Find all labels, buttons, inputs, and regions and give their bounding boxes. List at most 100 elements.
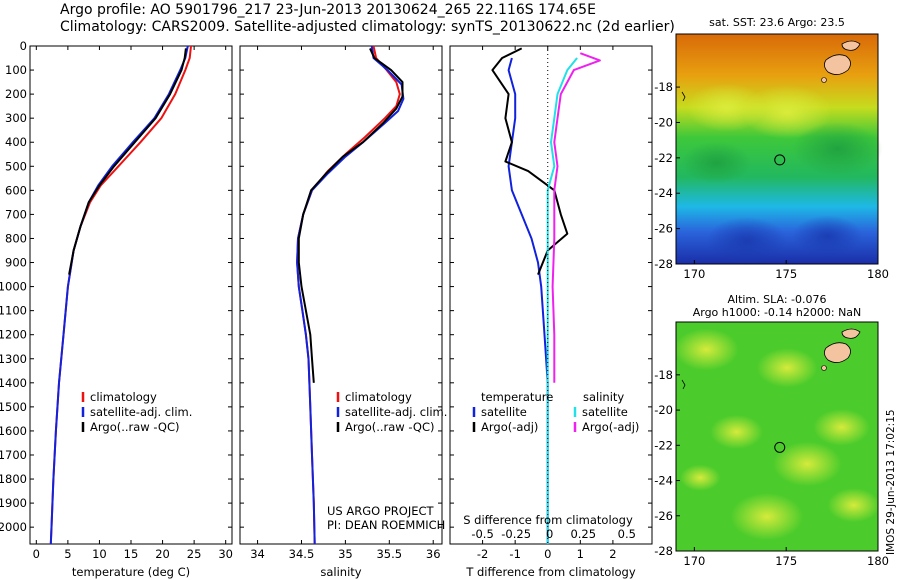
legend-label-clim: climatology <box>90 390 157 404</box>
sla-field-patch <box>757 348 818 388</box>
imos-timestamp: IMOS 29-Jun-2013 17:02:15 <box>885 409 897 555</box>
y-tick-label: 1700 <box>0 448 27 462</box>
sdiff-axis-label: S difference from climatology <box>463 513 633 527</box>
salinity-profile-xtick-label: 35 <box>338 547 353 561</box>
difference-profile-xtick-label: 1 <box>577 547 584 561</box>
map-ytick-label: -20 <box>654 115 673 129</box>
y-tick-label: 200 <box>5 87 27 101</box>
y-tick-label: 800 <box>5 231 27 245</box>
difference-profile-xtick-label: 2 <box>609 547 616 561</box>
salinity-profile-xtick-label: 34 <box>250 547 265 561</box>
sla-field-patch <box>827 488 880 523</box>
sla-field-patch <box>710 415 763 449</box>
legend-label-argo_s: Argo(-adj) <box>582 420 639 434</box>
map-ytick-label: -18 <box>654 80 673 94</box>
credit-line-2: PI: DEAN ROEMMICH <box>327 518 446 532</box>
sla-field-patch <box>730 493 803 541</box>
legend-label-argo: Argo(..raw -QC) <box>90 420 180 434</box>
map-xtick-label: 170 <box>683 554 705 568</box>
fiji-island-icon <box>824 54 851 75</box>
map-ytick-label: -24 <box>654 474 673 488</box>
difference-profile-xtick-label: 0 <box>544 547 551 561</box>
sla-field-patch <box>680 464 721 491</box>
difference-profile-series-salinity-argo-adj- <box>551 52 601 383</box>
y-tick-label: 1900 <box>0 496 27 510</box>
map-ytick-label: -24 <box>654 186 673 200</box>
y-tick-label: 300 <box>5 111 27 125</box>
sst-field-patch <box>681 141 752 184</box>
map-xtick-label: 175 <box>775 267 797 281</box>
difference-profile-axes-box <box>449 45 653 545</box>
salinity-profile-xlabel: salinity <box>320 565 361 579</box>
map-ytick-label: -26 <box>654 509 673 523</box>
sdiff-tick-label: -0.5 <box>471 527 493 541</box>
sdiff-tick-label: 0 <box>546 527 553 541</box>
fiji-island-icon <box>824 342 851 363</box>
legend-label-sat: satellite-adj. clim. <box>90 405 192 419</box>
temperature-profile-series-argo-raw-qc- <box>68 48 187 275</box>
y-tick-label: 500 <box>5 159 27 173</box>
temperature-profile-xtick-label: 30 <box>218 547 233 561</box>
temperature-profile-xtick-label: 10 <box>92 547 107 561</box>
legend-label-argo_t: Argo(-adj) <box>481 420 538 434</box>
salinity-profile-series-argo-raw-qc- <box>297 47 404 383</box>
fiji-island-icon <box>841 328 861 339</box>
y-tick-label: 1500 <box>0 400 27 414</box>
sla-field-patch <box>674 328 739 371</box>
temperature-profile-axes-box <box>29 45 233 545</box>
legend-temperature-heading: temperature <box>481 390 553 404</box>
map-ytick-label: -18 <box>654 368 673 382</box>
y-tick-label: 0 <box>20 39 27 53</box>
difference-profile-series-temperature-argo-adj- <box>491 47 569 275</box>
sdiff-tick-label: -0.25 <box>501 527 531 541</box>
map-xtick-label: 180 <box>867 267 889 281</box>
temperature-profile-xlabel: temperature (deg C) <box>72 565 190 579</box>
island-icon <box>821 77 827 83</box>
map-frame <box>675 33 879 265</box>
credit-line-1: US ARGO PROJECT <box>327 504 434 518</box>
temperature-profile-xtick-label: 20 <box>155 547 170 561</box>
sst-field-patch <box>706 217 787 265</box>
island-outline-icon <box>681 91 686 102</box>
salinity-profile-axes-box <box>239 45 443 545</box>
temperature-profile-series-climatology <box>49 45 192 545</box>
y-tick-label: 1200 <box>0 328 27 342</box>
argo-position-marker <box>774 154 786 166</box>
salinity-profile-xtick-label: 34.5 <box>289 547 315 561</box>
temperature-profile-xtick-label: 25 <box>187 547 202 561</box>
sdiff-tick-label: 0.25 <box>570 527 596 541</box>
y-tick-label: 1400 <box>0 376 27 390</box>
y-tick-label: 1000 <box>0 280 27 294</box>
salinity-profile-xtick-label: 36 <box>426 547 441 561</box>
y-tick-label: 1800 <box>0 472 27 486</box>
island-outline-icon <box>681 379 686 390</box>
profile-title: Argo profile: AO 5901796_217 23-Jun-2013… <box>60 2 596 18</box>
temperature-profile-series-satellite-adj-clim- <box>49 45 189 545</box>
difference-profile-series-salinity-satellite <box>546 57 578 544</box>
legend-label-clim: climatology <box>345 390 412 404</box>
salinity-profile-xtick-label: 35.5 <box>376 547 402 561</box>
argo-position-marker <box>774 441 786 453</box>
map-ytick-label: -26 <box>654 222 673 236</box>
sla-field-patch <box>813 409 870 446</box>
map-xtick-label: 175 <box>775 554 797 568</box>
map-frame <box>675 321 879 552</box>
climatology-title: Climatology: CARS2009. Satellite-adjuste… <box>60 19 675 35</box>
sst-field-patch <box>792 122 883 176</box>
y-tick-label: 1300 <box>0 352 27 366</box>
map-ytick-label: -22 <box>654 151 673 165</box>
sdiff-tick-label: 0.5 <box>618 527 636 541</box>
map-ytick-label: -28 <box>654 544 673 558</box>
difference-profile-xlabel: T difference from climatology <box>465 565 636 579</box>
sst-field-patch <box>792 215 863 258</box>
y-tick-label: 400 <box>5 135 27 149</box>
legend-label-sat_s: satellite <box>582 405 628 419</box>
sla-map-subtitle: Argo h1000: -0.14 h2000: NaN <box>693 306 862 319</box>
project-credit: US ARGO PROJECT PI: DEAN ROEMMICH <box>327 504 445 532</box>
sst-field-patch <box>742 85 833 140</box>
map-ytick-label: -20 <box>654 403 673 417</box>
difference-profile-series-temperature-satellite <box>507 57 549 544</box>
sla-field-patch <box>773 441 842 487</box>
y-tick-label: 100 <box>5 63 27 77</box>
